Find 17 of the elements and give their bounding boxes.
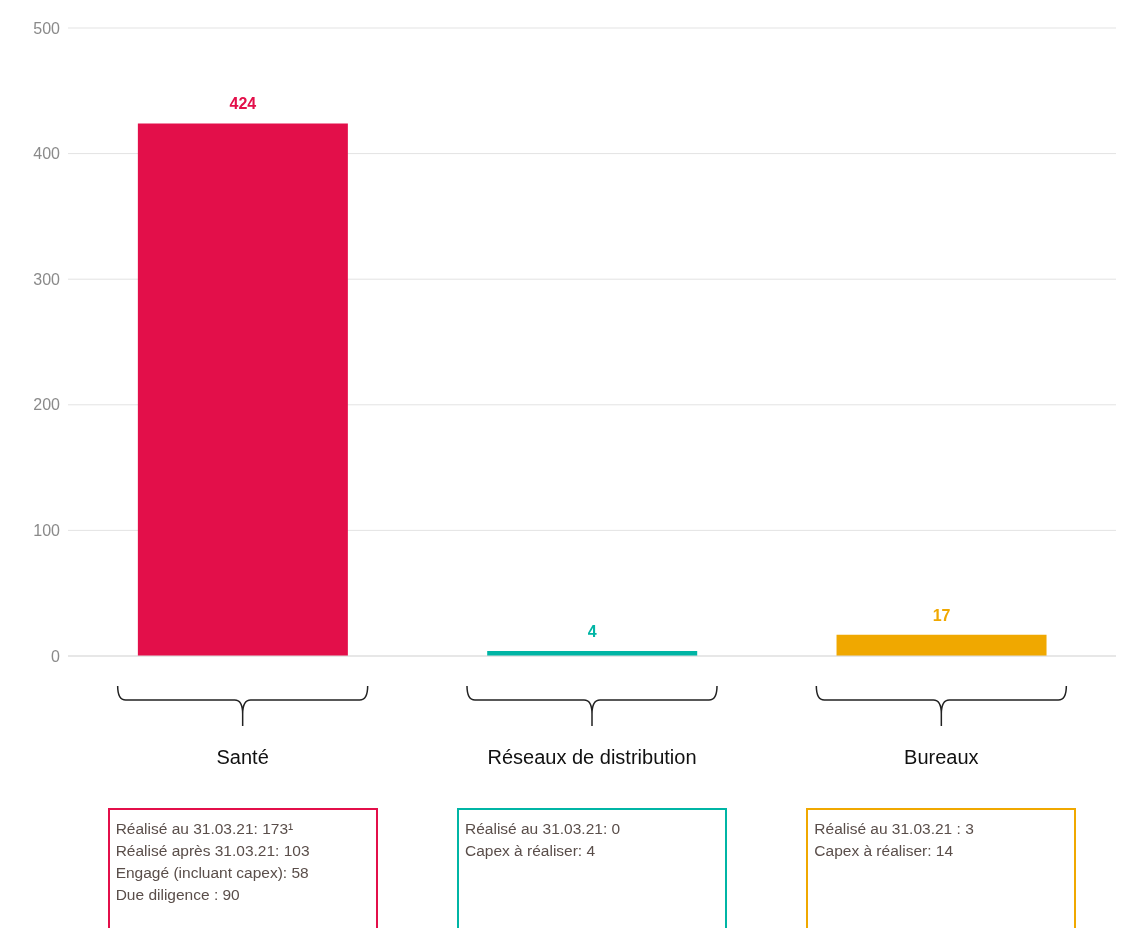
bar (836, 634, 1047, 656)
y-tick-label: 100 (33, 522, 61, 540)
y-tick-label: 0 (51, 647, 61, 665)
data-label: 4 (587, 622, 597, 640)
text: Réalisé au 31.03.21: 173¹ Réalisé après 31.03.21: 103 Engagé (incluant capex): 58 Due diligence : 90 (115, 819, 311, 905)
y-tick-label: 300 (33, 270, 61, 288)
x-tick-label: Bureaux (904, 746, 979, 768)
x-tick-label: Réseaux de distribution (487, 746, 697, 768)
x-tick-label: Santé (216, 746, 269, 768)
text: Réalisé au 31.03.21: 0 Capex à réaliser: 4 (465, 819, 622, 861)
bar (137, 123, 348, 656)
y-tick-label: 200 (33, 396, 61, 414)
y-tick-label: 400 (33, 145, 61, 163)
data-label: 17 (932, 606, 951, 624)
y-tick-label: 500 (33, 19, 61, 37)
data-label: 424 (229, 95, 257, 113)
text: Réalisé au 31.03.21 : 3 Capex à réaliser: 14 (814, 819, 975, 861)
